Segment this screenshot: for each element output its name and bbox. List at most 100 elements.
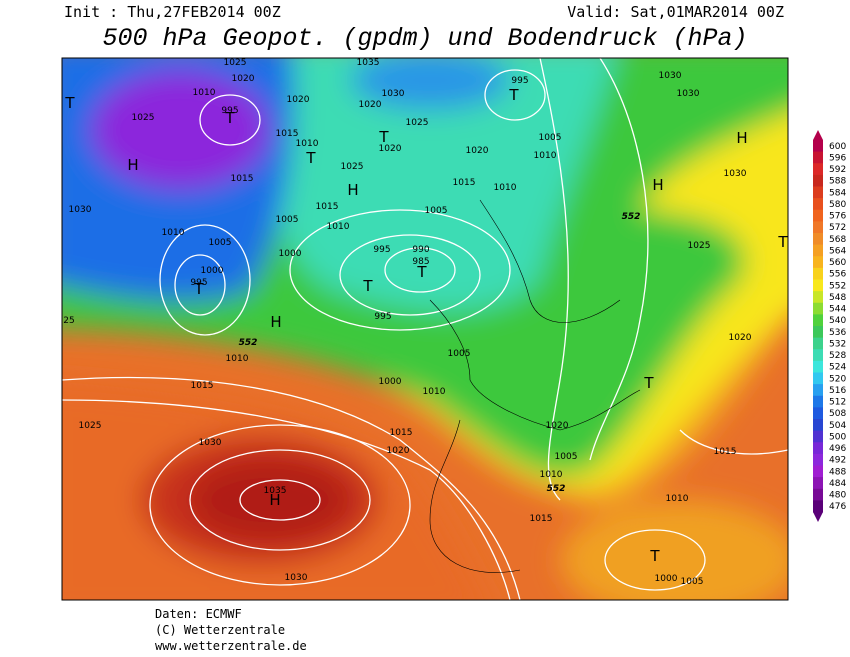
contour-label: 552	[239, 338, 258, 348]
colorbar-label: 564	[829, 246, 846, 256]
contour-label: 552	[547, 484, 566, 494]
colorbar-label: 484	[829, 479, 846, 489]
isobar-label: 1020	[232, 74, 255, 84]
colorbar-swatch	[813, 302, 823, 315]
colorbar-swatch	[813, 163, 823, 176]
isobar-label: 1030	[285, 573, 308, 583]
isobar-label: 995	[511, 76, 528, 86]
isobar-label: 1020	[379, 144, 402, 154]
isobar-label: 1015	[390, 428, 413, 438]
colorbar-label: 492	[829, 456, 846, 466]
colorbar-top-arrow	[813, 130, 823, 140]
pressure-center: T	[362, 277, 373, 295]
colorbar-swatch	[813, 314, 823, 327]
colorbar-swatch	[813, 326, 823, 339]
isobar-label: 1025	[132, 113, 155, 123]
isobar-label: 1010	[296, 139, 319, 149]
isobar-label: 1005	[555, 452, 578, 462]
isobar-label: 1015	[276, 129, 299, 139]
isobar-label: 1015	[191, 381, 214, 391]
pressure-center: H	[270, 313, 281, 331]
colorbar-label: 480	[829, 491, 846, 501]
isobar-label: 1010	[666, 494, 689, 504]
pressure-center: T	[64, 94, 75, 112]
isobar-label: 1005	[209, 238, 232, 248]
isobar-label: 1020	[546, 421, 569, 431]
colorbar-label: 580	[829, 200, 846, 210]
isobar-label: 1000	[655, 574, 678, 584]
isobar-label: 1015	[316, 202, 339, 212]
colorbar-swatch	[813, 186, 823, 199]
isobar-label: 995	[221, 106, 238, 116]
pressure-center: T	[643, 374, 654, 392]
isobar-label: 1035	[264, 486, 287, 496]
colorbar-swatch	[813, 198, 823, 211]
isobar-label: 1005	[539, 133, 562, 143]
colorbar-swatch	[813, 419, 823, 432]
pressure-center: T	[649, 547, 660, 565]
colorbar-swatch	[813, 430, 823, 443]
isobar-label: 1020	[359, 100, 382, 110]
isobar-label: 1005	[425, 206, 448, 216]
isobar-label: 1010	[162, 228, 185, 238]
isobar-label: 1025	[341, 162, 364, 172]
colorbar-label: 544	[829, 305, 846, 315]
colorbar-swatch	[813, 174, 823, 187]
isobar-label: 1015	[714, 447, 737, 457]
colorbar-swatch	[813, 395, 823, 408]
pressure-center: T	[193, 280, 204, 298]
isobar-label: 1010	[423, 387, 446, 397]
isobar-label: 1005	[448, 349, 471, 359]
isobar-label: 1000	[279, 249, 302, 259]
isobar-label: 1010	[193, 88, 216, 98]
colorbar-swatch	[813, 360, 823, 373]
colorbar-swatch	[813, 465, 823, 478]
isobar-label: 1010	[327, 222, 350, 232]
colorbar-swatch	[813, 291, 823, 304]
isobar-label: 1020	[729, 333, 752, 343]
isobar-label: 25	[63, 316, 74, 326]
colorbar-label: 536	[829, 328, 846, 338]
colorbar-label: 548	[829, 293, 846, 303]
colorbar-label: 556	[829, 270, 846, 280]
colorbar-label: 496	[829, 444, 846, 454]
copyright: (C) Wetterzentrale	[155, 623, 285, 637]
colorbar-swatch	[813, 477, 823, 490]
isobar-label: 1000	[379, 377, 402, 387]
isobar-label: 1035	[357, 58, 380, 68]
colorbar-swatch	[813, 500, 823, 513]
isobar-label: 1015	[530, 514, 553, 524]
website: www.wetterzentrale.de	[155, 639, 307, 653]
pressure-center: H	[127, 156, 138, 174]
colorbar-label: 552	[829, 281, 846, 291]
isobar-label: 1010	[494, 183, 517, 193]
colorbar-swatch	[813, 151, 823, 164]
colorbar-label: 540	[829, 316, 846, 326]
isobar-label: 1010	[226, 354, 249, 364]
colorbar-label: 488	[829, 467, 846, 477]
colorbar-label: 600	[829, 142, 846, 152]
colorbar-swatch	[813, 488, 823, 501]
colorbar-label: 512	[829, 398, 846, 408]
colorbar-label: 576	[829, 212, 846, 222]
pressure-center: T	[305, 149, 316, 167]
isobar-label: 995	[374, 312, 391, 322]
colorbar-swatch	[813, 233, 823, 246]
colorbar-label: 516	[829, 386, 846, 396]
isobar-label: 1030	[382, 89, 405, 99]
colorbar-swatch	[813, 244, 823, 257]
colorbar-label: 572	[829, 223, 846, 233]
isobar-label: 1030	[69, 205, 92, 215]
pressure-center: H	[347, 181, 358, 199]
colorbar-label: 560	[829, 258, 846, 268]
isobar-label: 1030	[724, 169, 747, 179]
colorbar-swatch	[813, 407, 823, 420]
isobar-label: 995	[373, 245, 390, 255]
isobar-label: 1020	[466, 146, 489, 156]
colorbar-label: 524	[829, 363, 846, 373]
isobar-label: 1005	[681, 577, 704, 587]
colorbar-swatch	[813, 209, 823, 222]
colorbar-label: 520	[829, 374, 846, 384]
